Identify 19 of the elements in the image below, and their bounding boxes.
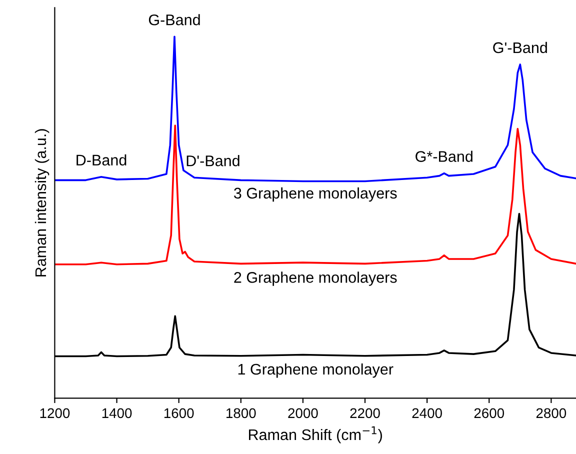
- x-tick-label: 2400: [412, 408, 442, 418]
- annotation: G'-Band: [493, 42, 547, 54]
- series-label: 1 Graphene monolayer: [238, 363, 394, 378]
- annotation: G*-Band: [416, 150, 472, 162]
- x-axis-title: Raman Shift (cm$^{−1}$): [249, 426, 382, 444]
- x-tick-label: 1800: [226, 408, 256, 418]
- x-tick-label: 2200: [350, 408, 380, 418]
- annotation: D-Band: [76, 154, 126, 166]
- x-tick-label: 1600: [164, 408, 194, 418]
- x-tick-label: 2800: [536, 408, 566, 418]
- annotation: D'-Band: [186, 155, 240, 166]
- annotation: G-Band: [148, 14, 200, 26]
- x-tick-label: 1200: [40, 408, 70, 418]
- x-tick-label: 2000: [288, 408, 318, 418]
- x-tick-label: 2600: [474, 408, 504, 418]
- y-axis-title: Raman intensity (a.u.): [34, 129, 50, 276]
- series-label: 3 Graphene monolayers: [234, 187, 397, 202]
- x-tick-label: 1400: [102, 408, 132, 418]
- series-label: 2 Graphene monolayers: [234, 272, 397, 286]
